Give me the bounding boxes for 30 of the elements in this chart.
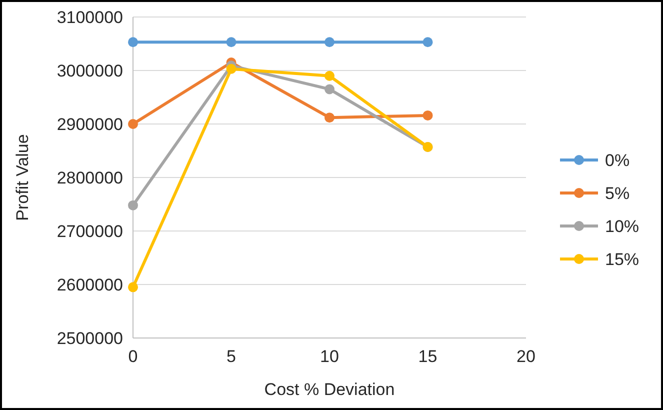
x-tick-label: 5 [226, 347, 236, 366]
x-axis-title: Cost % Deviation [264, 380, 395, 399]
point [422, 37, 433, 48]
x-tick-label: 15 [418, 347, 438, 366]
y-tick-label: 2500000 [56, 328, 123, 348]
point [226, 37, 236, 48]
point [128, 37, 138, 48]
point [128, 200, 138, 210]
y-tick-label: 2900000 [56, 114, 123, 134]
x-tick-label: 20 [516, 347, 536, 366]
legend-label: 5% [605, 184, 630, 203]
y-tick-label: 3000000 [56, 61, 123, 80]
point [324, 70, 334, 81]
x-tick-label: 0 [128, 347, 138, 366]
legend-label: 0% [605, 150, 630, 170]
point [128, 282, 138, 292]
point [422, 110, 433, 120]
point [324, 112, 334, 123]
point [226, 64, 236, 74]
point [324, 84, 334, 94]
y-tick-label: 2600000 [56, 275, 123, 294]
point [128, 119, 138, 129]
legend-label: 10% [605, 216, 640, 236]
point [324, 37, 334, 48]
y-tick-label: 2700000 [56, 222, 123, 241]
x-tick-label: 10 [320, 347, 339, 366]
y-axis-title: Profit Value [13, 134, 32, 221]
legend-label: 15% [605, 250, 640, 269]
y-tick-label: 3100000 [56, 8, 123, 27]
y-tick-label: 2800000 [56, 168, 123, 188]
